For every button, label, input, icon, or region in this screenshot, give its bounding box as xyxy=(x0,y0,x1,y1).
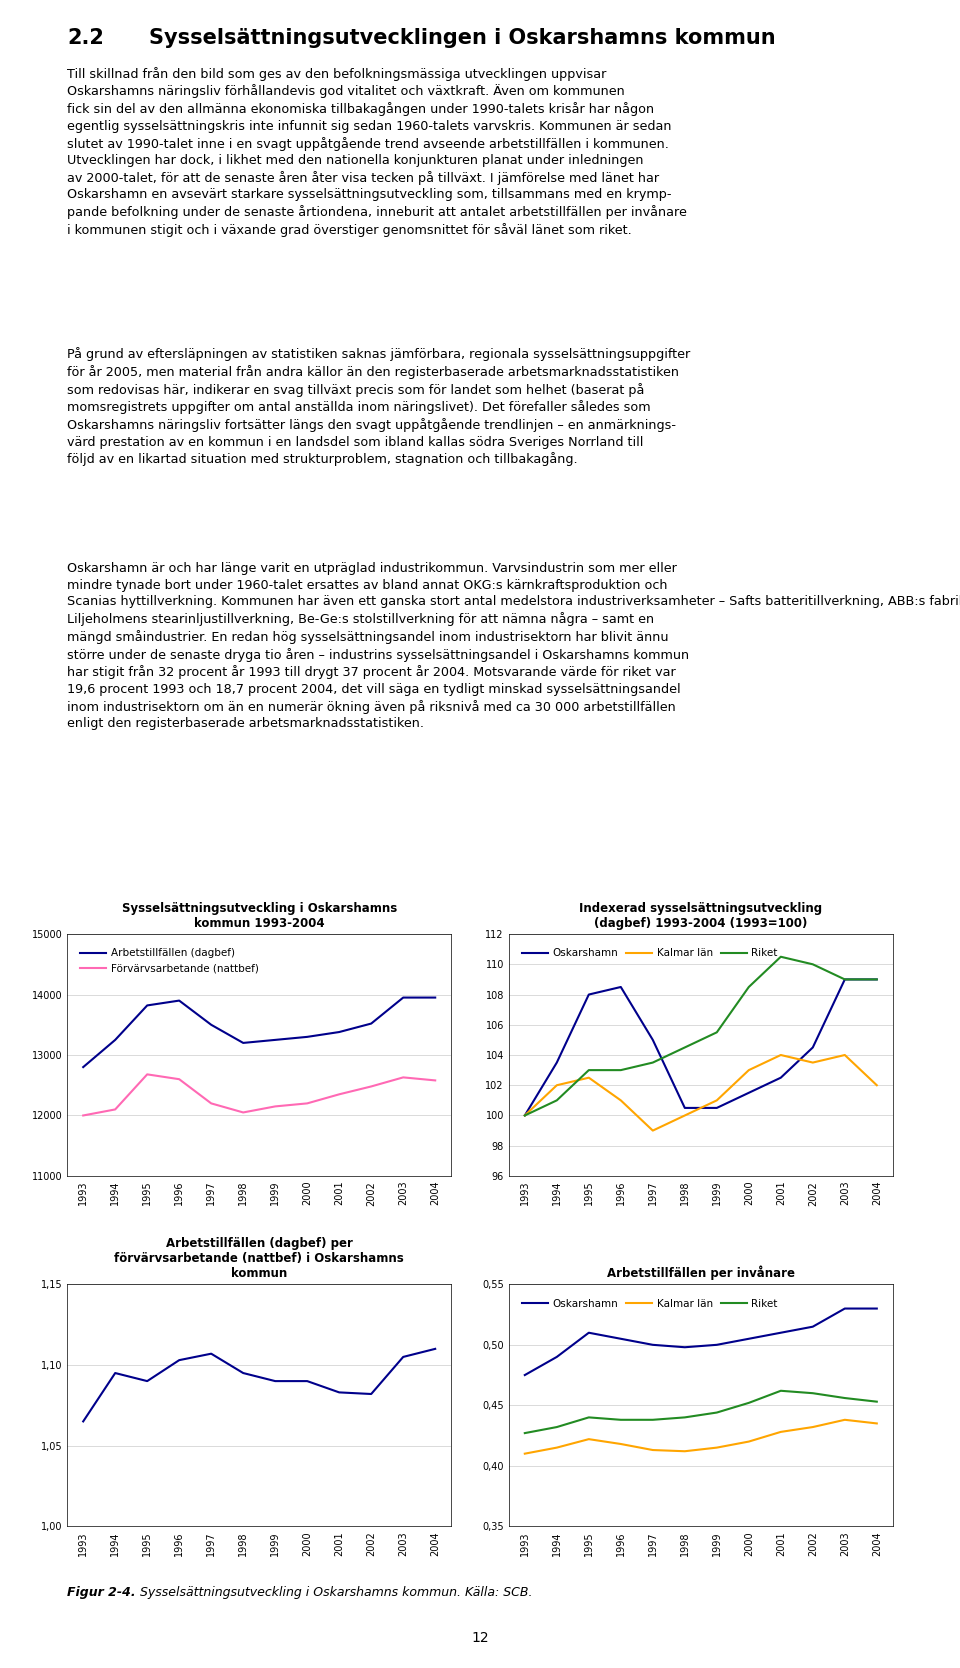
Text: Sysselsättningsutvecklingen i Oskarshamns kommun: Sysselsättningsutvecklingen i Oskarshamn… xyxy=(149,28,776,48)
Text: Figur 2-4.: Figur 2-4. xyxy=(67,1586,135,1598)
Text: På grund av eftersläpningen av statistiken saknas jämförbara, regionala sysselsä: På grund av eftersläpningen av statistik… xyxy=(67,347,690,467)
Title: Sysselsättningsutveckling i Oskarshamns
kommun 1993-2004: Sysselsättningsutveckling i Oskarshamns … xyxy=(122,902,396,931)
Legend: Arbetstillfällen (dagbef), Förvärvsarbetande (nattbef): Arbetstillfällen (dagbef), Förvärvsarbet… xyxy=(76,944,263,977)
Title: Arbetstillfällen (dagbef) per
förvärvsarbetande (nattbef) i Oskarshamns
kommun: Arbetstillfällen (dagbef) per förvärvsar… xyxy=(114,1238,404,1281)
Text: Till skillnad från den bild som ges av den befolkningsmässiga utvecklingen uppvi: Till skillnad från den bild som ges av d… xyxy=(67,67,687,237)
Title: Indexerad sysselsättningsutveckling
(dagbef) 1993-2004 (1993=100): Indexerad sysselsättningsutveckling (dag… xyxy=(579,902,823,931)
Legend: Oskarshamn, Kalmar län, Riket: Oskarshamn, Kalmar län, Riket xyxy=(517,1294,781,1313)
Legend: Oskarshamn, Kalmar län, Riket: Oskarshamn, Kalmar län, Riket xyxy=(517,944,781,962)
Text: Sysselsättningsutveckling i Oskarshamns kommun. Källa: SCB.: Sysselsättningsutveckling i Oskarshamns … xyxy=(132,1586,533,1598)
Text: Oskarshamn är och har länge varit en utpräglad industrikommun. Varvsindustrin so: Oskarshamn är och har länge varit en utp… xyxy=(67,562,960,731)
Text: 2.2: 2.2 xyxy=(67,28,104,48)
Title: Arbetstillfällen per invånare: Arbetstillfällen per invånare xyxy=(607,1266,795,1281)
Text: 12: 12 xyxy=(471,1631,489,1645)
